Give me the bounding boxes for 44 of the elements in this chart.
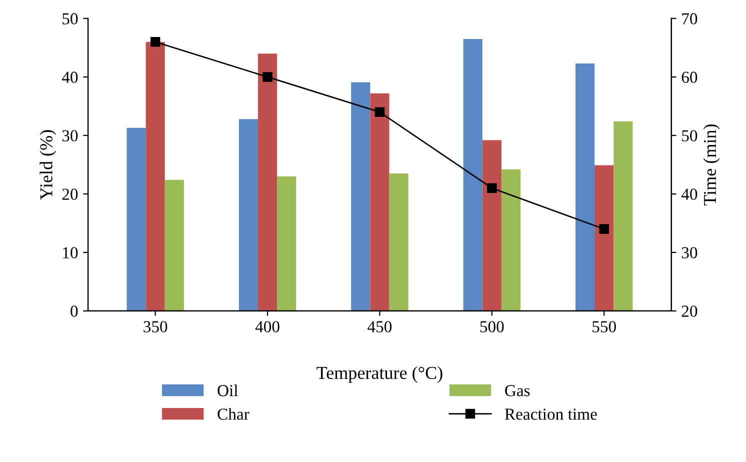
bar: [482, 140, 502, 311]
y2-tick-label: 40: [681, 188, 698, 200]
y2-axis-title: Time (min): [703, 124, 720, 206]
bar: [389, 173, 408, 311]
y2-tick-label: 60: [682, 72, 698, 83]
x-tick-label: 450: [368, 321, 392, 332]
y2-tick-label: 70: [682, 13, 698, 24]
y-axis-title: Yield (%): [40, 130, 56, 200]
y-tick-label: 50: [62, 13, 78, 24]
bar: [126, 128, 146, 311]
point: [487, 183, 497, 193]
legend-label: Char: [218, 408, 250, 420]
bar: [351, 82, 370, 311]
legend-label: Reaction time: [504, 408, 597, 420]
bar: [463, 38, 482, 311]
x-tick-label: 550: [592, 321, 616, 332]
x-tick-label: 400: [255, 321, 280, 332]
x-axis-title: Temperature (°C): [316, 366, 442, 383]
y-tick-label: 30: [62, 130, 78, 142]
legend-label: Gas: [505, 385, 530, 396]
y2-tick-label: 30: [682, 247, 698, 258]
y2-tick-label: 20: [682, 306, 698, 317]
x-tick-label: 350: [144, 321, 168, 332]
bar: [277, 176, 296, 311]
point: [150, 37, 160, 47]
x-tick-label: 500: [480, 321, 504, 332]
y-tick-label: 20: [62, 188, 78, 200]
bar: [614, 121, 633, 311]
bar: [575, 64, 595, 311]
bar: [501, 169, 521, 311]
point: [374, 107, 385, 117]
point: [599, 224, 609, 234]
y2-tick-label: 50: [682, 130, 698, 142]
y-tick-label: 10: [63, 247, 78, 258]
bar: [146, 42, 165, 311]
y-tick-label: 0: [70, 306, 78, 317]
bar: [594, 165, 614, 311]
y-tick-label: 40: [62, 72, 78, 83]
bar: [258, 54, 278, 311]
bar: [164, 180, 184, 311]
bar: [370, 93, 390, 311]
point: [262, 72, 272, 82]
legend-label: Oil: [218, 384, 238, 396]
bar: [238, 119, 258, 311]
